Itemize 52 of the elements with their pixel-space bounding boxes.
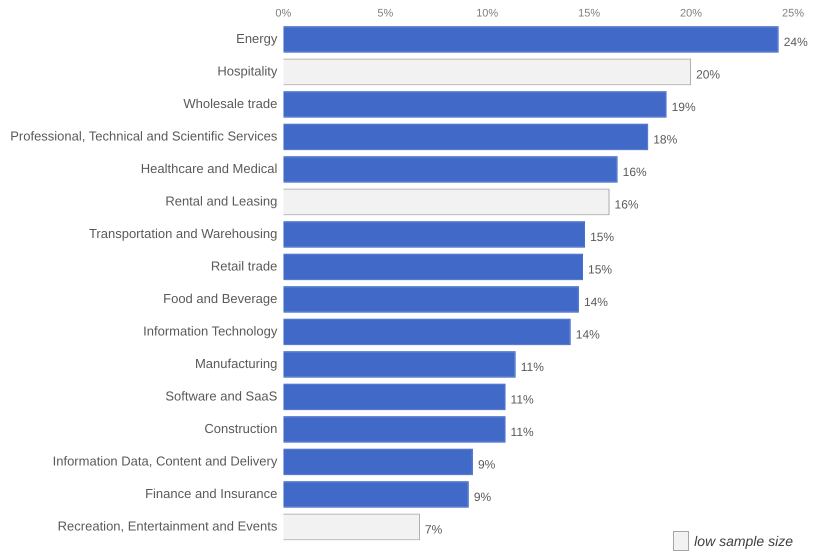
y-tick-label: Transportation and Warehousing	[88, 226, 278, 242]
data-label: 9%	[478, 457, 496, 472]
data-label: 16%	[622, 164, 648, 179]
data-label: 24%	[784, 34, 808, 49]
data-label: 15%	[588, 262, 612, 276]
x-tick-label: 10%	[476, 8, 498, 20]
y-tick-label: Food and Beverage	[163, 291, 278, 306]
y-tick-label: Energy	[236, 31, 278, 46]
bar	[283, 448, 473, 476]
y-tick-label: Healthcare and Medical	[140, 161, 278, 176]
bar	[283, 384, 506, 410]
bar	[283, 416, 506, 443]
data-label: 15%	[590, 230, 614, 244]
y-tick-label: Professional, Technical and Scientific Services	[10, 128, 278, 144]
x-tick-label: 0%	[275, 8, 292, 20]
bar	[283, 286, 579, 313]
y-tick-label: Finance and Insurance	[145, 486, 278, 502]
x-tick-label: 25%	[782, 8, 804, 20]
data-label: 14%	[576, 327, 600, 342]
y-tick-label: Software and SaaS	[165, 388, 278, 404]
data-label: 7%	[424, 522, 443, 536]
bar	[283, 26, 779, 53]
data-label: 20%	[696, 67, 720, 82]
y-tick-label: Information Data, Content and Delivery	[52, 454, 278, 469]
y-tick-label: Hospitality	[217, 64, 278, 79]
y-tick-label: Retail trade	[210, 258, 278, 274]
bar	[283, 91, 667, 118]
bar	[283, 318, 571, 346]
data-label: 11%	[510, 424, 534, 439]
y-tick-label: Construction	[204, 421, 278, 436]
x-tick-label: 15%	[578, 8, 600, 20]
bar	[283, 124, 648, 150]
data-label: 19%	[672, 100, 696, 114]
bar	[283, 221, 586, 248]
data-label: 11%	[520, 360, 544, 374]
x-tick-label: 5%	[377, 8, 394, 20]
y-tick-label: Recreation, Entertainment and Events	[58, 518, 278, 534]
data-label: 18%	[653, 132, 678, 146]
bar	[283, 351, 516, 378]
y-tick-label: Information Technology	[143, 324, 278, 339]
bar	[283, 254, 584, 280]
data-label: 16%	[614, 197, 639, 212]
bar	[283, 156, 618, 183]
data-label: 11%	[510, 392, 534, 406]
x-tick-label: 20%	[680, 8, 702, 20]
bar	[283, 481, 469, 508]
data-label: 14%	[584, 294, 608, 309]
y-tick-label: Rental and Leasing	[165, 194, 278, 209]
y-tick-label: Wholesale trade	[183, 96, 278, 112]
y-tick-label: Manufacturing	[194, 356, 278, 372]
text: low sample size	[694, 533, 793, 549]
data-label: 9%	[474, 490, 492, 504]
